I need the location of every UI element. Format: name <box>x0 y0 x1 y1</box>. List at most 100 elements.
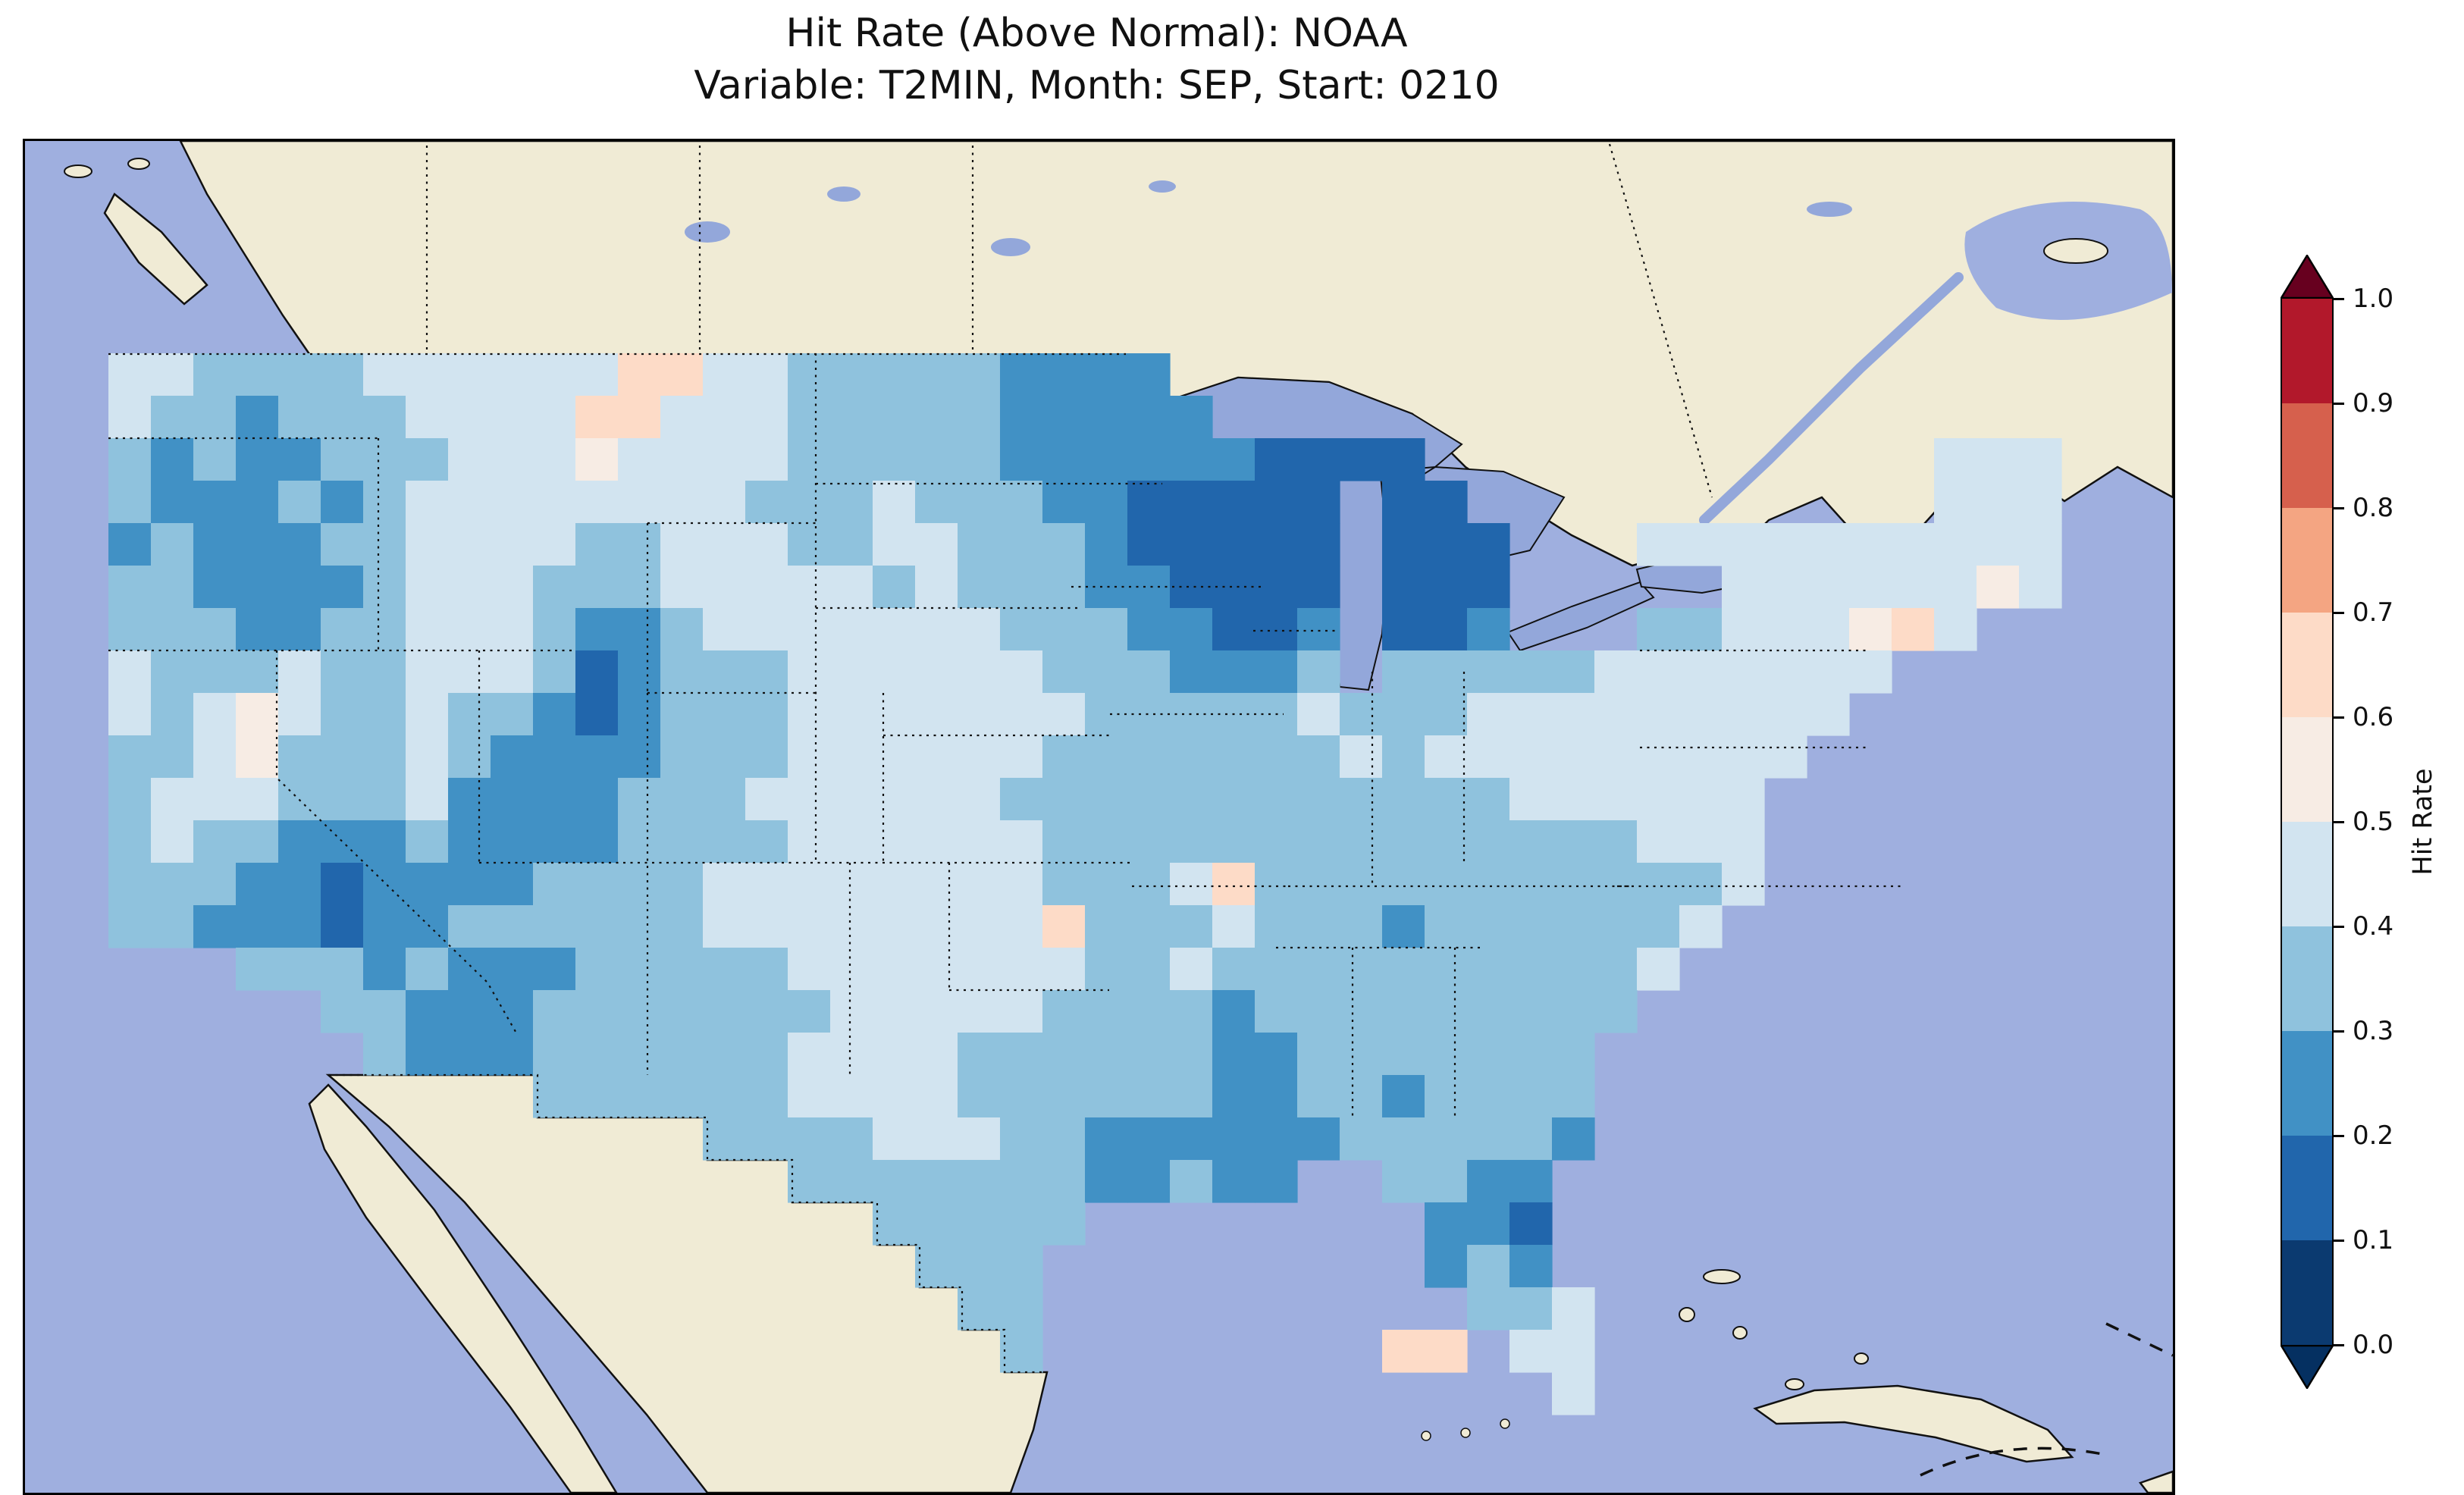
hit-rate-cell <box>1340 820 1383 863</box>
hit-rate-cell <box>745 481 788 524</box>
hit-rate-cell <box>1382 650 1425 694</box>
hit-rate-cell <box>1127 735 1171 779</box>
hit-rate-cell <box>660 905 704 948</box>
hit-rate-cell <box>236 396 279 439</box>
hit-rate-cell <box>108 481 152 524</box>
hit-rate-cell <box>1170 735 1213 779</box>
hit-rate-cell <box>236 608 279 651</box>
hit-rate-cell <box>108 905 152 948</box>
hit-rate-grid <box>108 353 2062 1415</box>
hit-rate-cell <box>1552 1117 1595 1161</box>
hit-rate-cell <box>2019 438 2062 481</box>
hit-rate-cell <box>406 735 449 779</box>
hit-rate-cell <box>1679 778 1723 821</box>
hit-rate-cell <box>406 608 449 651</box>
hit-rate-cell <box>788 523 831 566</box>
hit-rate-cell <box>873 566 916 609</box>
hit-rate-cell <box>830 438 873 481</box>
colorbar-tick: 0.1 <box>2334 1225 2393 1255</box>
hit-rate-cell <box>278 863 321 906</box>
hit-rate-cell <box>406 396 449 439</box>
hit-rate-cell <box>321 650 364 694</box>
hit-rate-cell <box>575 820 619 863</box>
hit-rate-cell <box>1042 396 1086 439</box>
hit-rate-cell <box>915 608 958 651</box>
hit-rate-cell <box>321 566 364 609</box>
hit-rate-cell <box>448 693 491 736</box>
hit-rate-cell <box>703 353 746 396</box>
hit-rate-cell <box>618 566 661 609</box>
hit-rate-cell <box>363 693 406 736</box>
hit-rate-cell <box>873 1117 916 1161</box>
hit-rate-cell <box>1637 735 1680 779</box>
hit-rate-cell <box>1000 566 1043 609</box>
colorbar-axis-label: Hit Rate <box>2408 768 2438 876</box>
hit-rate-cell <box>703 481 746 524</box>
hit-rate-cell <box>1127 863 1171 906</box>
hit-rate-cell <box>1042 990 1086 1033</box>
hit-rate-cell <box>1042 1033 1086 1076</box>
hit-rate-cell <box>958 1287 1001 1330</box>
hit-rate-cell <box>1425 693 1468 736</box>
hit-rate-cell <box>1127 693 1171 736</box>
hispaniola-edge <box>2138 1470 2173 1493</box>
hit-rate-cell <box>1467 1287 1510 1330</box>
hit-rate-cell <box>2019 566 2062 609</box>
canada-lake <box>991 238 1030 256</box>
hit-rate-cell <box>1127 1075 1171 1118</box>
hit-rate-cell <box>1382 1075 1425 1118</box>
hit-rate-cell <box>1297 523 1340 566</box>
hit-rate-cell <box>1594 693 1638 736</box>
hit-rate-cell <box>491 650 534 694</box>
hit-rate-cell <box>1085 1075 1128 1118</box>
hit-rate-cell <box>703 1117 746 1161</box>
hit-rate-cell <box>703 820 746 863</box>
hit-rate-cell <box>1085 396 1128 439</box>
hit-rate-cell <box>1637 523 1680 566</box>
hit-rate-cell <box>533 608 576 651</box>
maritime-boundary-line <box>2105 1322 2173 1357</box>
hit-rate-cell <box>1000 778 1043 821</box>
hit-rate-cell <box>193 396 237 439</box>
hit-rate-cell <box>788 693 831 736</box>
hit-rate-cell <box>1892 566 1935 609</box>
colorbar-segment <box>2282 403 2332 508</box>
hit-rate-cell <box>1552 948 1595 991</box>
hit-rate-cell <box>915 1033 958 1076</box>
hit-rate-cell <box>321 353 364 396</box>
hit-rate-cell <box>830 1033 873 1076</box>
hit-rate-cell <box>1552 1033 1595 1076</box>
hit-rate-cell <box>830 523 873 566</box>
hit-rate-cell <box>236 778 279 821</box>
hit-rate-cell <box>1085 523 1128 566</box>
hit-rate-cell <box>1509 1117 1553 1161</box>
hit-rate-cell <box>1212 948 1256 991</box>
hit-rate-cell <box>533 863 576 906</box>
hit-rate-cell <box>915 1202 958 1246</box>
hit-rate-cell <box>1297 735 1340 779</box>
hit-rate-cell <box>1849 608 1892 651</box>
hit-rate-cell <box>1212 566 1256 609</box>
hit-rate-cell <box>618 693 661 736</box>
hit-rate-cell <box>151 650 194 694</box>
hit-rate-cell <box>745 566 788 609</box>
hit-rate-cell <box>1255 1033 1298 1076</box>
hit-rate-cell <box>1085 1117 1128 1161</box>
hit-rate-cell <box>660 1033 704 1076</box>
hit-rate-cell <box>873 693 916 736</box>
hit-rate-cell <box>533 396 576 439</box>
hit-rate-cell <box>363 481 406 524</box>
hit-rate-cell <box>1425 481 1468 524</box>
hit-rate-cell <box>1467 1202 1510 1246</box>
hit-rate-cell <box>1085 735 1128 779</box>
hit-rate-cell <box>321 523 364 566</box>
vancouver-island <box>103 193 208 306</box>
hit-rate-cell <box>406 905 449 948</box>
hit-rate-cell <box>575 863 619 906</box>
hit-rate-cell <box>1255 1160 1298 1203</box>
bahamas-island <box>1785 1378 1804 1390</box>
hit-rate-cell <box>1085 693 1128 736</box>
hit-rate-cell <box>703 396 746 439</box>
hit-rate-cell <box>1127 438 1171 481</box>
hit-rate-cell <box>1127 820 1171 863</box>
